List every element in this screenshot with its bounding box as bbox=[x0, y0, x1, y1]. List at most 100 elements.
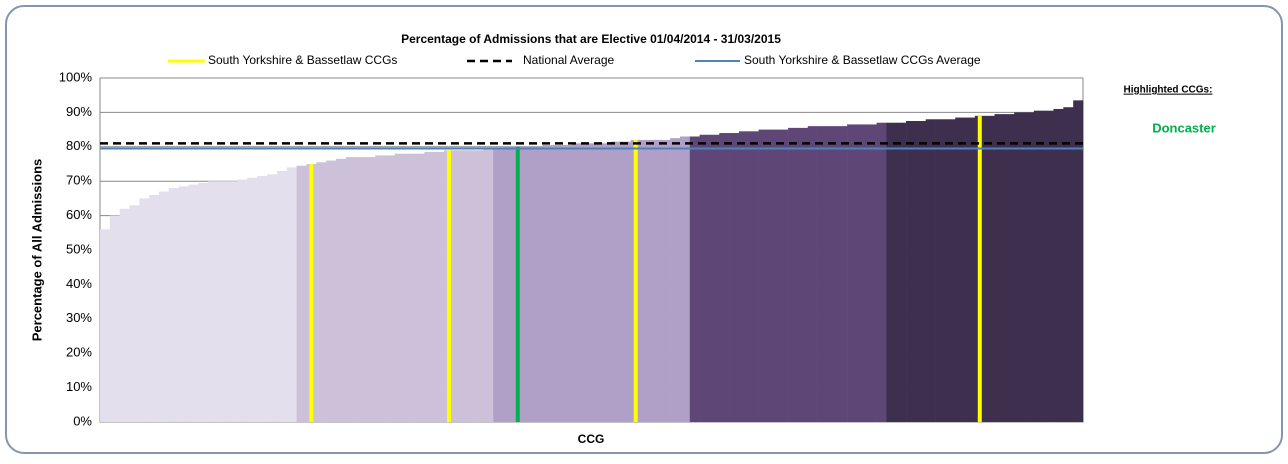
bar bbox=[856, 124, 868, 422]
y-axis-label: Percentage of All Admissions bbox=[29, 159, 44, 342]
bar bbox=[434, 151, 445, 422]
y-tick-label: 60% bbox=[66, 207, 92, 222]
y-tick-label: 100% bbox=[59, 69, 93, 84]
bar bbox=[729, 133, 740, 423]
bar bbox=[738, 131, 750, 422]
bar bbox=[552, 145, 563, 422]
bar bbox=[906, 121, 917, 422]
bar bbox=[797, 127, 809, 422]
bar bbox=[139, 198, 150, 422]
bar bbox=[1053, 108, 1064, 423]
bar bbox=[945, 119, 956, 422]
bar bbox=[257, 176, 268, 422]
highlighted-ccg: Doncaster bbox=[1152, 120, 1216, 135]
chart-title: Percentage of Admissions that are Electi… bbox=[401, 32, 781, 46]
bar bbox=[149, 194, 160, 422]
y-tick-label: 20% bbox=[66, 345, 92, 360]
bar bbox=[709, 134, 720, 422]
bar bbox=[581, 143, 592, 423]
bar bbox=[620, 141, 632, 422]
bar bbox=[296, 165, 307, 422]
bar bbox=[886, 122, 897, 422]
bar bbox=[1073, 100, 1084, 423]
highlight-bar bbox=[446, 150, 451, 423]
bar bbox=[424, 151, 435, 422]
bar bbox=[178, 186, 189, 422]
highlight-title: Highlighted CCGs: bbox=[1124, 85, 1213, 96]
bar bbox=[532, 146, 543, 423]
y-tick-label: 70% bbox=[66, 173, 92, 188]
bar bbox=[365, 157, 376, 422]
bar bbox=[375, 155, 386, 422]
bar bbox=[758, 129, 769, 422]
bar bbox=[1063, 107, 1074, 423]
bar bbox=[807, 126, 818, 422]
highlight-bar bbox=[633, 139, 638, 423]
bar bbox=[483, 148, 494, 422]
bar bbox=[837, 126, 848, 422]
bar bbox=[827, 126, 838, 422]
bar bbox=[1024, 112, 1035, 423]
bar bbox=[326, 160, 337, 422]
bar bbox=[522, 146, 533, 423]
bar bbox=[503, 146, 514, 423]
bar bbox=[237, 179, 248, 422]
y-tick-label: 90% bbox=[66, 104, 92, 119]
bar bbox=[463, 150, 474, 423]
bar bbox=[453, 150, 465, 423]
bar bbox=[355, 157, 366, 422]
bar bbox=[876, 122, 887, 422]
bar bbox=[935, 119, 946, 422]
bar bbox=[670, 138, 681, 422]
bar bbox=[335, 158, 347, 422]
bar bbox=[650, 139, 661, 423]
bar bbox=[915, 121, 927, 422]
bar bbox=[896, 122, 907, 422]
bar bbox=[768, 129, 779, 422]
bar bbox=[208, 181, 219, 422]
bar bbox=[158, 191, 170, 422]
x-axis-label: CCG bbox=[578, 432, 605, 446]
bar bbox=[788, 127, 799, 422]
highlight-bar bbox=[515, 146, 520, 423]
bar bbox=[994, 114, 1005, 423]
y-tick-label: 30% bbox=[66, 310, 92, 325]
bar bbox=[542, 145, 553, 422]
bar bbox=[394, 153, 406, 422]
bar bbox=[965, 117, 976, 422]
highlight-bar bbox=[309, 164, 314, 422]
bar bbox=[286, 167, 297, 422]
bar bbox=[601, 143, 612, 423]
bar bbox=[719, 133, 730, 423]
legend-label: South Yorkshire & Bassetlaw CCGs Average bbox=[744, 53, 981, 67]
y-tick-label: 80% bbox=[66, 138, 92, 153]
bar bbox=[562, 145, 573, 422]
highlight-bar bbox=[977, 115, 982, 422]
bar bbox=[385, 155, 396, 422]
bar bbox=[640, 139, 651, 423]
bar bbox=[660, 139, 671, 423]
bar bbox=[984, 115, 995, 422]
bar bbox=[414, 153, 425, 422]
bar bbox=[473, 150, 484, 423]
bar bbox=[611, 141, 622, 422]
legend-label: South Yorkshire & Bassetlaw CCGs bbox=[208, 53, 397, 67]
bar bbox=[1014, 112, 1025, 423]
bar bbox=[1043, 110, 1054, 423]
bar bbox=[168, 188, 179, 422]
y-tick-label: 40% bbox=[66, 276, 92, 291]
bar bbox=[699, 134, 710, 422]
bar bbox=[316, 162, 327, 422]
bar bbox=[778, 129, 789, 422]
bar bbox=[679, 136, 691, 423]
y-tick-label: 0% bbox=[73, 413, 92, 428]
bar bbox=[129, 205, 140, 422]
bar bbox=[955, 117, 966, 422]
bar bbox=[267, 174, 278, 422]
bar bbox=[571, 143, 582, 423]
bar bbox=[1033, 110, 1044, 423]
bar bbox=[689, 136, 700, 423]
bar bbox=[748, 131, 759, 422]
bar bbox=[591, 143, 602, 423]
